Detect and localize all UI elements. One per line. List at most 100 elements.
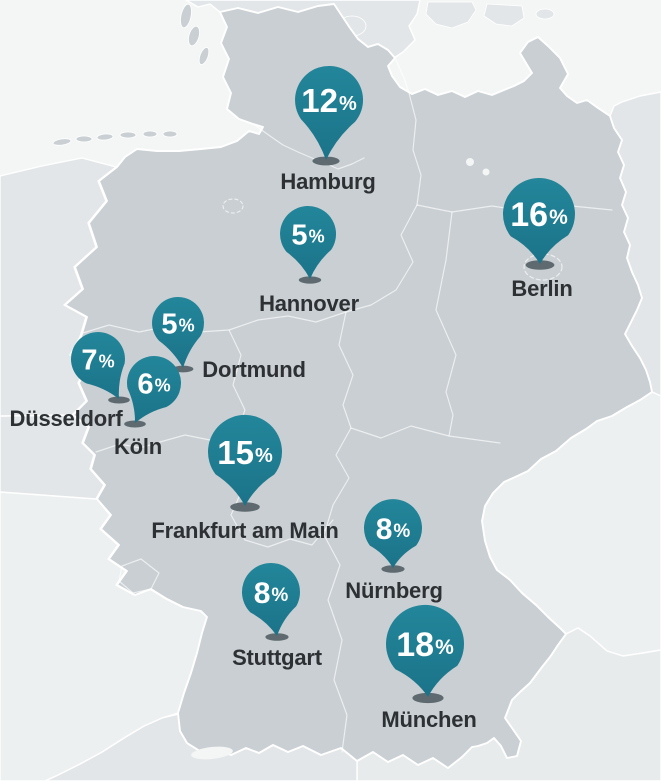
map-pin-duesseldorf: 7% (70, 332, 130, 404)
city-label-stuttgart: Stuttgart (232, 645, 323, 670)
pin-balloon (364, 499, 423, 568)
pin-balloon (241, 562, 300, 636)
map-pin-hamburg: 12% (295, 65, 364, 166)
city-label-berlin: Berlin (511, 276, 572, 301)
pin-value-number: 15 (217, 434, 254, 471)
pin-balloon (208, 414, 282, 506)
pin-shadow (124, 420, 146, 428)
city-label-hamburg: Hamburg (280, 169, 375, 194)
city-label-koeln: Köln (114, 434, 162, 459)
pin-shadow (412, 692, 444, 704)
map-pin-berlin: 16% (502, 178, 575, 270)
lakes (191, 158, 490, 760)
state-border-saarland (118, 558, 160, 594)
pin-value-number: 12 (301, 82, 338, 119)
map-pin-muenchen: 18% (386, 604, 465, 704)
pin-value-unit: % (435, 636, 454, 659)
pin-value-unit: % (99, 351, 115, 371)
city-label-muenchen: München (381, 707, 476, 732)
pin-value: 5% (161, 308, 194, 340)
island (52, 138, 72, 146)
city-label-duesseldorf: Düsseldorf (10, 406, 124, 431)
state-border (395, 59, 422, 206)
pin-shadow (381, 565, 405, 573)
lake (466, 158, 474, 166)
state-border (338, 311, 501, 444)
pin-value: 16% (510, 196, 568, 234)
map-pin-stuttgart: 8% (241, 562, 300, 641)
pin-value: 5% (291, 219, 324, 251)
pin-balloon (386, 604, 465, 697)
pin-value-unit: % (393, 521, 410, 542)
lake (482, 168, 490, 176)
pin-shadow (265, 633, 289, 641)
pin-value-unit: % (155, 375, 171, 395)
state-border-berlin (523, 253, 563, 281)
map-pin-frankfurt-am-main: 15% (208, 414, 282, 512)
pin-value-unit: % (255, 445, 273, 467)
pin-value-unit: % (339, 93, 357, 115)
pin-value-number: 8 (254, 577, 271, 610)
pin-value-number: 18 (396, 626, 434, 664)
city-labels-layer: Hamburg Berlin Hannover Dortmund Düsseldorf K… (10, 169, 573, 732)
pin-value: 18% (396, 626, 454, 664)
pin-value-number: 5 (291, 219, 307, 251)
pin-balloon (152, 296, 205, 368)
island (188, 25, 200, 47)
pin-value: 8% (254, 577, 289, 610)
pin-balloon (127, 356, 182, 423)
city-label-frankfurt-am-main: Frankfurt am Main (151, 518, 338, 543)
pin-value-unit: % (309, 226, 325, 246)
pin-value: 12% (301, 82, 357, 119)
pin-value: 7% (81, 344, 114, 376)
pin-value-number: 5 (161, 308, 177, 340)
pin-balloon (280, 205, 337, 279)
pins-layer: 12%16%5%5%7%6%15%8%8%18% (70, 65, 575, 704)
map-pin-nuernberg: 8% (364, 499, 423, 573)
city-label-dortmund: Dortmund (202, 357, 306, 382)
pin-balloon (295, 65, 364, 160)
island (142, 130, 158, 138)
island (162, 130, 178, 138)
island (180, 3, 192, 29)
pin-value-unit: % (549, 206, 568, 229)
pin-balloon (502, 178, 575, 264)
pin-shadow (108, 396, 130, 404)
lake-constance (191, 746, 233, 760)
island (75, 135, 93, 143)
state-border (345, 204, 418, 313)
pin-value-unit: % (271, 585, 288, 606)
state-border (82, 311, 347, 334)
pin-shadow (230, 502, 260, 512)
state-border-bremen (222, 198, 244, 214)
city-label-nuernberg: Nürnberg (345, 578, 442, 603)
pin-value-unit: % (179, 315, 195, 335)
danish-island (425, 1, 477, 29)
german-islands (52, 3, 210, 146)
state-border (323, 427, 352, 753)
danish-island (535, 8, 555, 20)
map-pin-dortmund: 5% (152, 296, 205, 373)
island (198, 47, 210, 65)
pin-value: 6% (137, 368, 170, 400)
pin-shadow (525, 260, 555, 270)
pin-value-number: 6 (137, 368, 153, 400)
pin-shadow (312, 156, 340, 166)
pin-value-number: 7 (81, 344, 97, 376)
state-border-elbe (255, 125, 365, 170)
island (119, 131, 137, 139)
island (96, 133, 114, 141)
pin-value: 8% (376, 513, 411, 546)
pin-value-number: 16 (510, 196, 548, 234)
city-label-hannover: Hannover (259, 291, 360, 316)
map-pin-hannover: 5% (280, 205, 337, 284)
pin-value-number: 8 (376, 513, 393, 546)
danish-island (483, 3, 525, 27)
pin-balloon (70, 332, 125, 399)
map-pin-koeln: 6% (124, 356, 182, 428)
pin-shadow (298, 276, 322, 284)
state-borders (82, 59, 613, 753)
